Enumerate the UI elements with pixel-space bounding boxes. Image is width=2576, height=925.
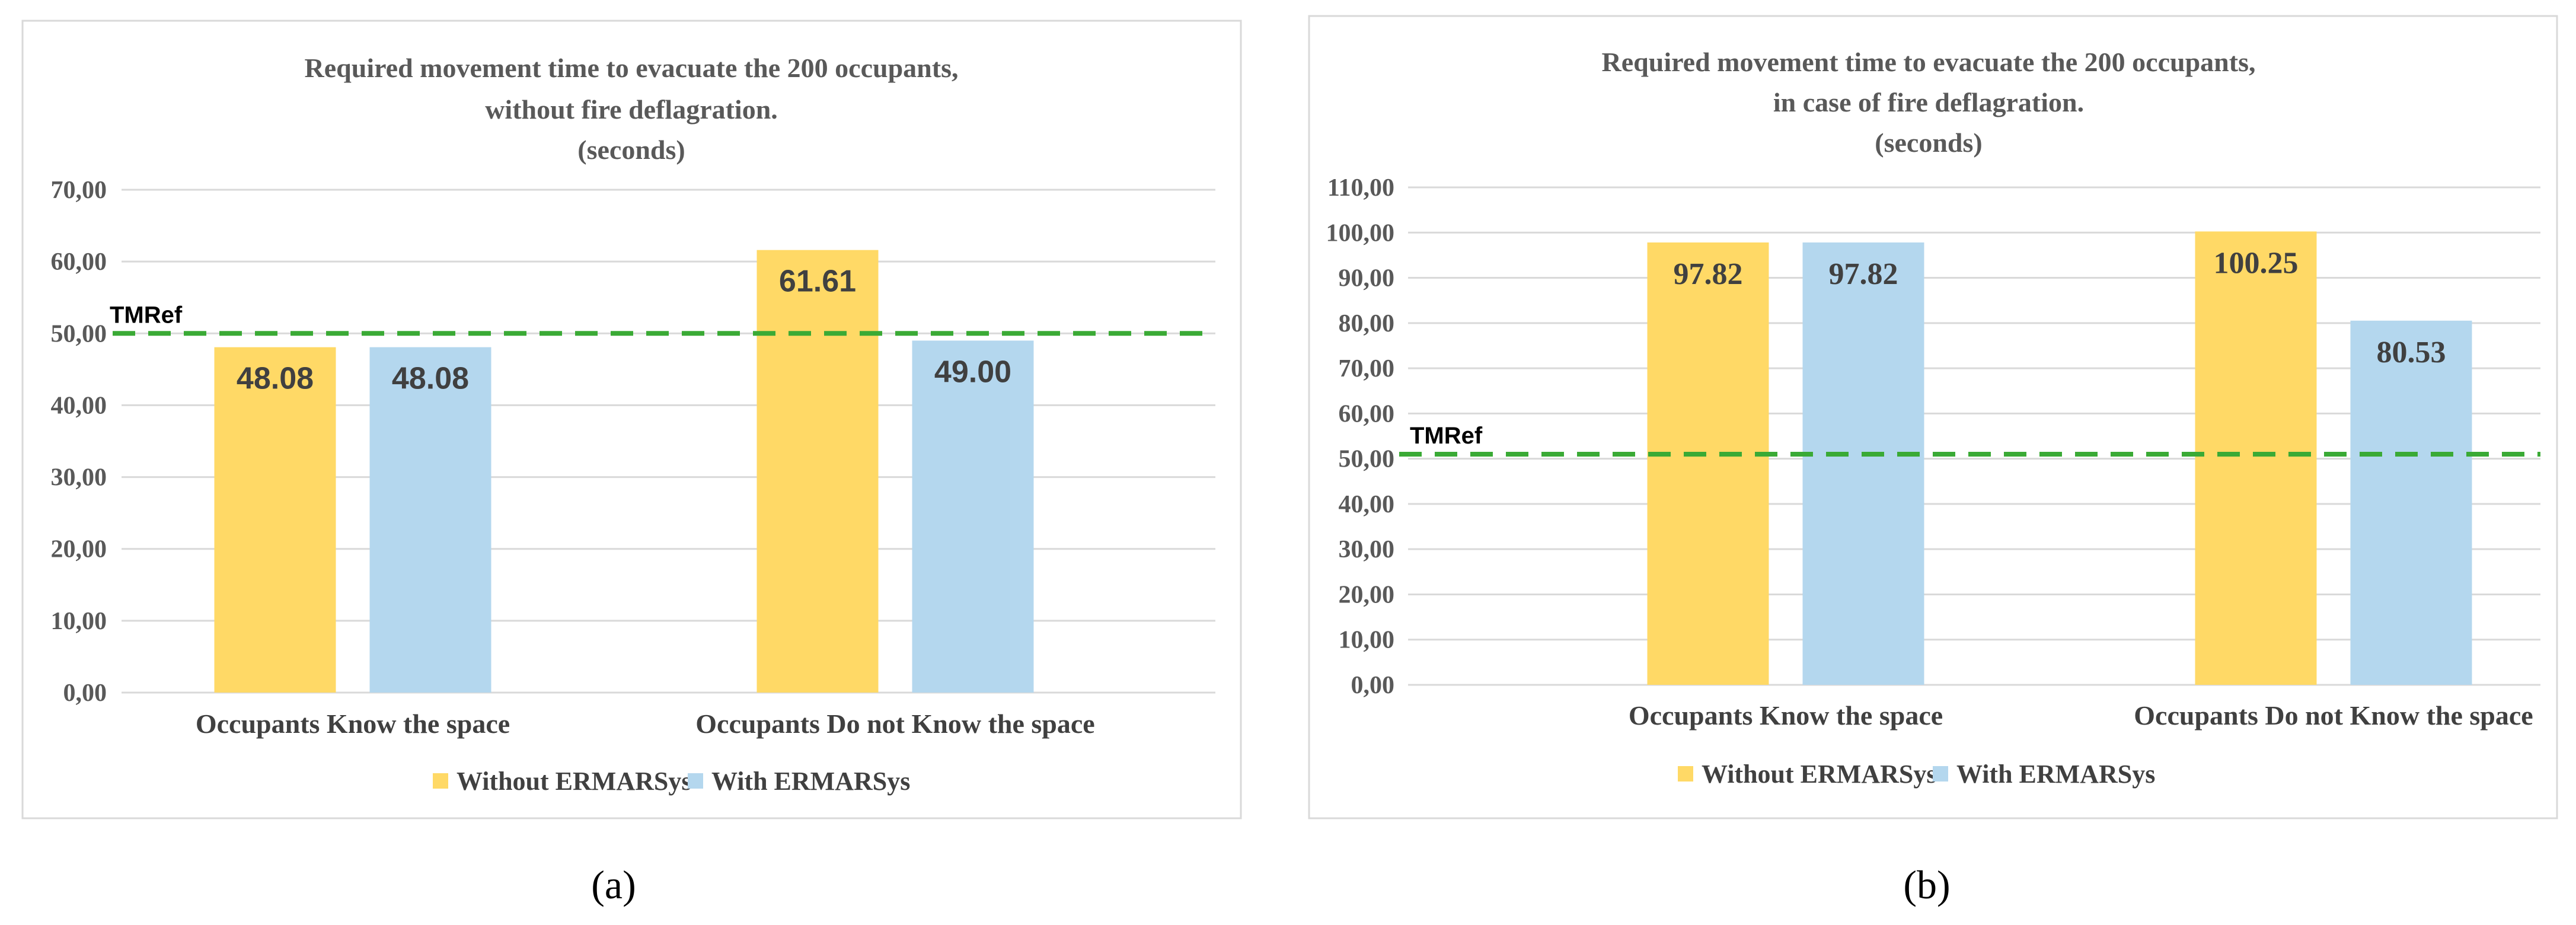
bar-value-label: 100.25 <box>2214 246 2299 280</box>
y-tick-label: 70,00 <box>1339 355 1395 382</box>
chart-title-line: (seconds) <box>1875 127 1982 158</box>
chart-panel-b: 97.82 97.82 100.25 80.53 TMRef 0,00 10,00 20,… <box>1308 15 2558 907</box>
legend-swatch <box>433 773 448 789</box>
y-tick-label: 40,00 <box>1339 491 1395 518</box>
chart-title-line: in case of fire deflagration. <box>1773 87 2084 117</box>
y-tick-label: 0,00 <box>63 680 107 707</box>
legend-label: Without ERMARSys <box>1702 760 1936 789</box>
y-tick-label: 60,00 <box>1339 400 1395 428</box>
reference-line-label: TMRef <box>1410 423 1483 449</box>
y-tick-label: 70,00 <box>51 177 107 204</box>
y-tick-label: 30,00 <box>51 464 107 492</box>
category-label: Occupants Know the space <box>196 709 510 739</box>
bar-value-label: 97.82 <box>1829 257 1898 291</box>
y-tick-label: 10,00 <box>1339 627 1395 654</box>
chart-title: Required movement time to evacuate the 2… <box>305 53 959 165</box>
y-tick-label: 0,00 <box>1351 672 1395 699</box>
legend-label: Without ERMARSys <box>457 767 691 796</box>
y-tick-label: 80,00 <box>1339 310 1395 337</box>
y-tick-label: 50,00 <box>1339 446 1395 473</box>
category-label: Occupants Do not Know the space <box>695 709 1094 739</box>
y-tick-labels: 0,00 10,00 20,00 30,00 40,00 50,00 60,00 70,00 <box>51 177 107 707</box>
y-tick-label: 20,00 <box>51 536 107 563</box>
legend: Without ERMARSys With ERMARSys <box>1678 760 2155 789</box>
bar-value-label: 97.82 <box>1674 257 1743 291</box>
chart-title: Required movement time to evacuate the 2… <box>1602 47 2256 158</box>
category-label: Occupants Do not Know the space <box>2134 700 2533 731</box>
chart-title-line: (seconds) <box>577 135 685 165</box>
bar-value-label: 48.08 <box>237 362 314 396</box>
y-tick-label: 90,00 <box>1339 265 1395 292</box>
y-tick-label: 110,00 <box>1327 174 1394 202</box>
y-tick-label: 40,00 <box>51 392 107 419</box>
chart-title-line: Required movement time to evacuate the 2… <box>1602 47 2256 77</box>
category-labels: Occupants Know the space Occupants Do not… <box>196 709 1095 739</box>
bar <box>369 347 491 693</box>
category-labels: Occupants Know the space Occupants Do not… <box>1629 700 2533 731</box>
bar <box>756 250 879 693</box>
bars: 97.82 97.82 100.25 80.53 <box>1647 231 2472 685</box>
y-tick-label: 20,00 <box>1339 581 1395 608</box>
bar <box>912 340 1034 693</box>
bar <box>214 347 336 693</box>
chart-title-line: without fire deflagration. <box>485 94 778 125</box>
bar-value-label: 61.61 <box>779 264 856 299</box>
bars: 48.08 48.08 61.61 49.00 <box>214 250 1034 693</box>
bar <box>1802 242 1924 685</box>
y-tick-label: 10,00 <box>51 608 107 635</box>
legend-swatch <box>1678 766 1693 782</box>
reference-line-group: TMRef <box>110 302 1215 336</box>
y-tick-label: 60,00 <box>51 248 107 276</box>
bar-value-label: 80.53 <box>2377 336 2446 369</box>
legend-label: With ERMARSys <box>711 767 910 796</box>
panel-label: (a) <box>591 862 636 907</box>
bar-value-label: 49.00 <box>934 355 1011 389</box>
reference-line-label: TMRef <box>110 302 183 328</box>
category-label: Occupants Know the space <box>1629 700 1943 731</box>
chart-panel-a: 48.08 48.08 61.61 49.00 TMRef 0,00 10,00 20,0… <box>21 20 1242 907</box>
y-tick-label: 30,00 <box>1339 536 1395 563</box>
legend: Without ERMARSys With ERMARSys <box>433 767 910 796</box>
legend-label: With ERMARSys <box>1956 760 2155 789</box>
y-tick-labels: 0,00 10,00 20,00 30,00 40,00 50,00 60,00 70,00 8… <box>1326 174 1395 699</box>
legend-swatch <box>688 773 703 789</box>
legend-swatch <box>1933 766 1948 782</box>
bar-value-label: 48.08 <box>392 362 469 396</box>
y-tick-label: 100,00 <box>1326 219 1395 247</box>
bar <box>2350 320 2472 685</box>
panel-label: (b) <box>1903 862 1950 907</box>
reference-line-group: TMRef <box>1399 423 2540 457</box>
chart-title-line: Required movement time to evacuate the 2… <box>305 53 959 83</box>
y-tick-label: 50,00 <box>51 320 107 347</box>
bar <box>2195 231 2317 685</box>
bar <box>1647 242 1769 685</box>
